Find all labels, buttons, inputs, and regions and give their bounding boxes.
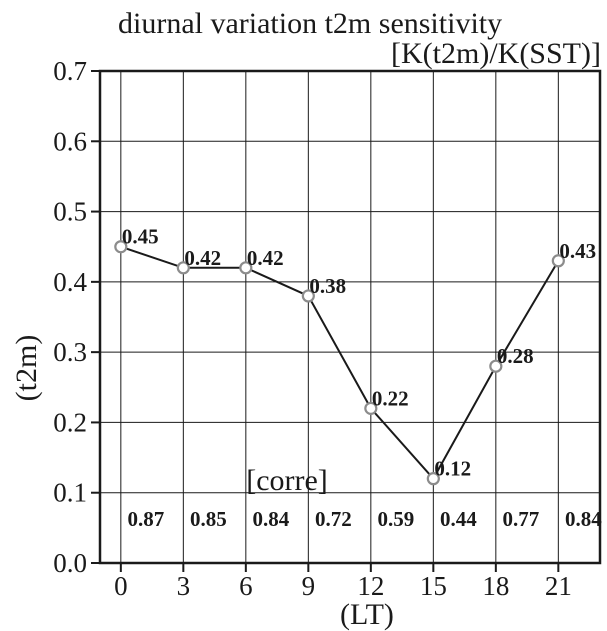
x-tick-label: 18 bbox=[482, 571, 509, 601]
chart-title: diurnal variation t2m sensitivity bbox=[118, 7, 502, 40]
y-tick-label: 0.6 bbox=[53, 126, 87, 156]
correlation-value: 0.59 bbox=[377, 507, 414, 531]
data-point bbox=[364, 401, 378, 415]
data-label: 0.42 bbox=[247, 246, 284, 270]
data-label: 0.38 bbox=[309, 274, 346, 298]
data-point bbox=[176, 261, 190, 275]
y-tick-label: 0.4 bbox=[53, 267, 87, 297]
x-tick-label: 0 bbox=[114, 571, 128, 601]
data-point bbox=[426, 472, 440, 486]
plot-frame bbox=[98, 69, 602, 565]
data-labels: 0.45 0.42 0.42 0.38 0.22 0.12 0.28 0.43 bbox=[122, 225, 596, 481]
data-label: 0.43 bbox=[559, 239, 596, 263]
x-tick-label: 12 bbox=[357, 571, 384, 601]
chart-subtitle: [K(t2m)/K(SST)] bbox=[391, 37, 601, 70]
data-point bbox=[114, 240, 128, 254]
correlation-label: [corre] bbox=[246, 464, 328, 497]
data-label: 0.42 bbox=[184, 246, 221, 270]
correlation-value: 0.77 bbox=[502, 507, 539, 531]
y-tick-label: 0.7 bbox=[53, 56, 87, 86]
x-tick-label: 15 bbox=[420, 571, 447, 601]
y-tick-label: 0.1 bbox=[53, 478, 87, 508]
x-tick-label: 3 bbox=[177, 571, 191, 601]
correlation-value: 0.84 bbox=[565, 507, 602, 531]
correlation-values: 0.87 0.85 0.84 0.72 0.59 0.44 0.77 0.84 bbox=[127, 507, 602, 531]
data-label: 0.12 bbox=[434, 457, 471, 481]
correlation-value: 0.85 bbox=[190, 507, 227, 531]
x-axis-label: (LT) bbox=[340, 598, 394, 631]
correlation-value: 0.84 bbox=[252, 507, 289, 531]
data-point bbox=[551, 254, 565, 268]
series-line bbox=[120, 245, 560, 481]
correlation-value: 0.72 bbox=[315, 507, 352, 531]
data-label: 0.28 bbox=[497, 344, 534, 368]
x-tick-label: 6 bbox=[239, 571, 253, 601]
correlation-value: 0.44 bbox=[440, 507, 477, 531]
series-markers bbox=[114, 240, 565, 486]
data-label: 0.22 bbox=[372, 386, 409, 410]
data-point bbox=[301, 289, 315, 303]
data-label: 0.45 bbox=[122, 225, 159, 249]
y-tick-label: 0.5 bbox=[53, 197, 87, 227]
x-axis: 0 3 6 9 12 15 18 21 bbox=[114, 563, 572, 601]
data-point bbox=[239, 261, 253, 275]
y-tick-label: 0.0 bbox=[53, 548, 87, 578]
correlation-value: 0.87 bbox=[127, 507, 164, 531]
y-axis-label: (t2m) bbox=[10, 335, 43, 402]
y-axis: 0.0 0.1 0.2 0.3 0.4 0.5 0.6 0.7 bbox=[53, 56, 100, 578]
y-tick-label: 0.2 bbox=[53, 407, 87, 437]
data-point bbox=[489, 359, 503, 373]
x-tick-label: 9 bbox=[302, 571, 316, 601]
x-tick-label: 21 bbox=[545, 571, 572, 601]
y-tick-label: 0.3 bbox=[53, 337, 87, 367]
